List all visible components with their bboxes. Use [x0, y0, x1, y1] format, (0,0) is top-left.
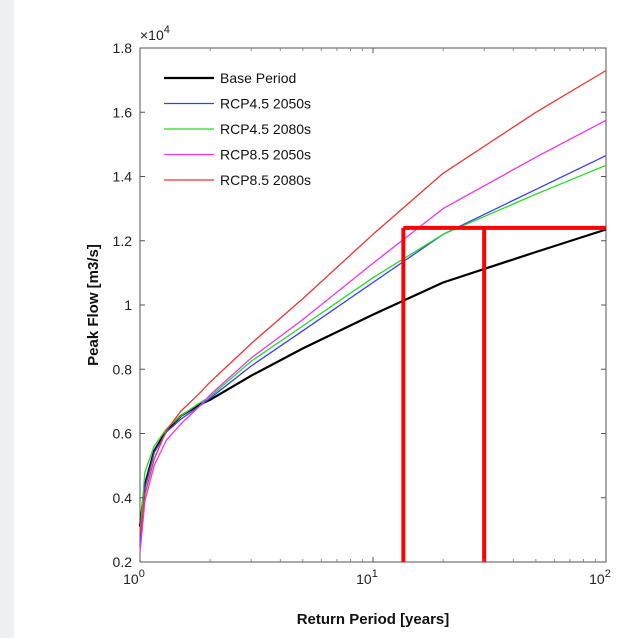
series-line-rcp4-5-2080s [139, 164, 607, 534]
x-tick-label: 102 [589, 568, 611, 587]
y-tick-label: 0.2 [113, 554, 133, 570]
y-tick-label: 0.8 [113, 361, 133, 377]
y-tick-label: 1.4 [113, 169, 133, 185]
y-tick-label: 1 [124, 297, 132, 313]
y-axis-title: Peak Flow [m3/s] [85, 244, 102, 366]
y-tick-label: 0.4 [113, 490, 133, 506]
x-tick-label: 101 [356, 568, 378, 587]
legend-label: RCP8.5 2050s [220, 147, 311, 163]
plot-area [139, 47, 607, 563]
legend: Base Period RCP4.5 2050s RCP4.5 2080s RCP8.… [164, 70, 311, 188]
legend-label: Base Period [220, 70, 296, 86]
y-exponent-label: ×104 [140, 24, 170, 43]
legend-label: RCP4.5 2080s [220, 121, 311, 137]
series-line-rcp8-5-2080s [139, 69, 607, 534]
y-tick-label: 1.8 [113, 40, 133, 56]
y-tick-label: 0.6 [113, 426, 133, 442]
x-axis-title: Return Period [years] [297, 611, 450, 628]
y-tick-label: 1.2 [113, 233, 133, 249]
legend-label: RCP8.5 2080s [220, 172, 311, 188]
legend-label: RCP4.5 2050s [220, 96, 311, 112]
figure-frame: 0.2 0.4 0.6 0.8 1 1.2 1.4 1.6 1.8 100 101 102 ×104 … [14, 0, 642, 638]
y-tick-label: 1.6 [113, 104, 133, 120]
series-line-rcp8-5-2050s [139, 119, 607, 553]
x-tick-label: 100 [123, 568, 145, 587]
series-line-base-period [138, 228, 607, 527]
